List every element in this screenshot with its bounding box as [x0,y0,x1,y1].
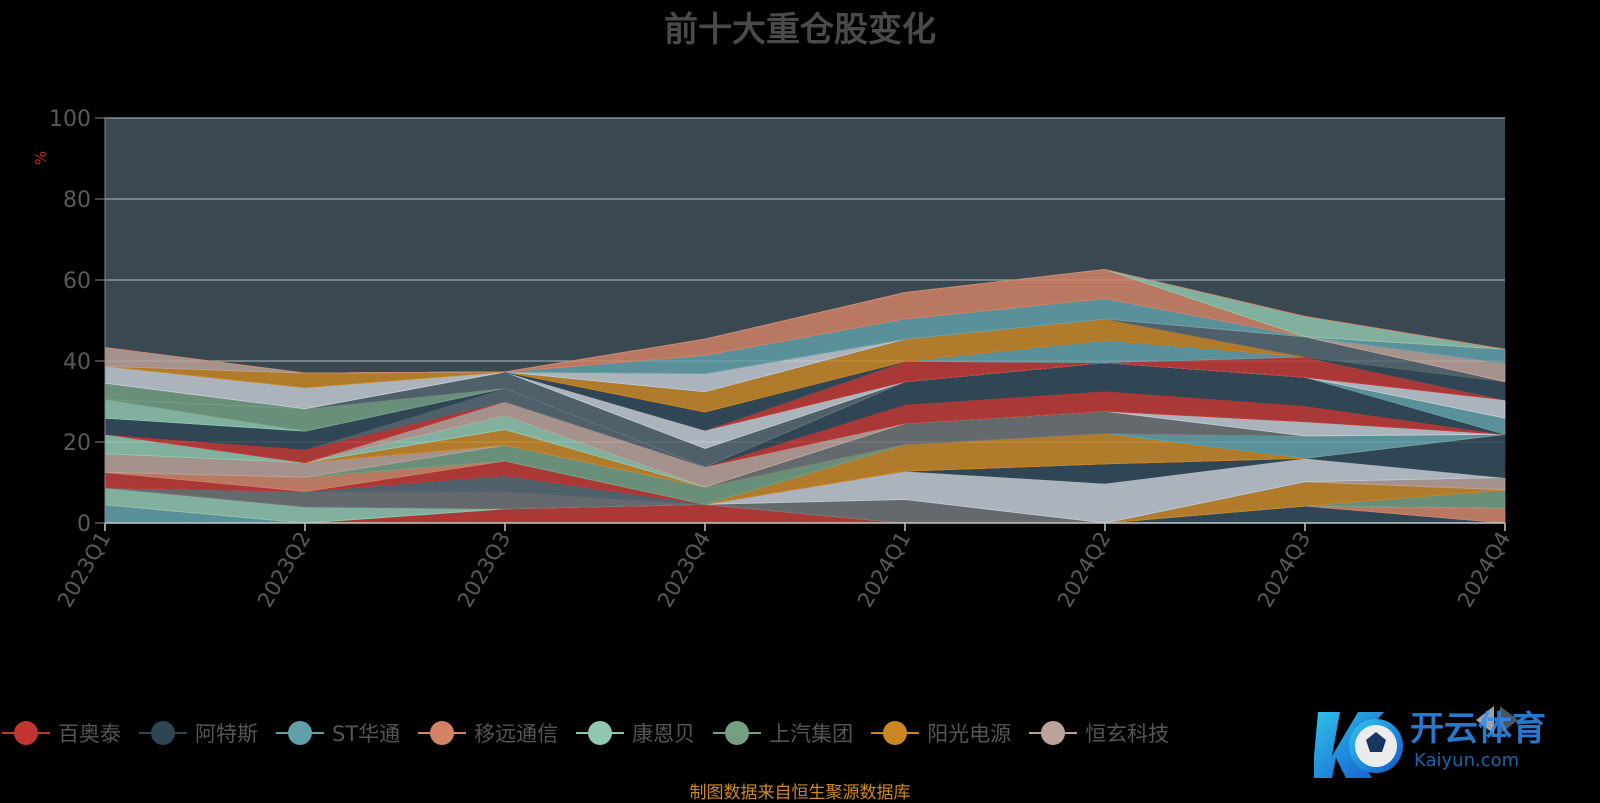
legend-swatch [713,721,762,745]
legend-label: 恒玄科技 [1085,722,1170,746]
legend-swatch [139,721,187,745]
series-areas [104,269,1506,524]
legend-item[interactable]: 康恩贝 [576,718,695,748]
brand-watermark: 开云体育 Kaiyun.com [1314,709,1546,778]
y-axis-label: % [32,151,50,165]
legend-swatch [418,721,467,745]
brand-name: 开云体育 [1410,709,1546,749]
x-tick-label: 2024Q4 [1453,528,1515,612]
legend-label: 上汽集团 [769,722,854,746]
x-tick-label: 2023Q4 [653,528,715,612]
legend-item[interactable]: 百奥泰 [2,718,121,748]
legend-label: 移远通信 [474,722,559,746]
legend-swatch [2,721,50,745]
legend-label: 阳光电源 [927,722,1012,746]
legend-swatch [1029,721,1078,745]
legend-item[interactable]: ST华通 [276,718,400,748]
legend-pager [1476,706,1518,734]
source-note: 制图数据来自恒生聚源数据库 [689,783,911,803]
y-tick-label: 40 [63,350,91,375]
y-tick-label: 100 [49,107,91,132]
brand-logo-icon [1314,712,1403,778]
legend-item[interactable]: 阿特斯 [139,718,258,748]
series-area-45 [104,269,1506,374]
x-tick-label: 2023Q3 [453,528,515,612]
y-axis-ticks: 0 20 40 60 80 100 [49,107,105,537]
legend-label: ST华通 [332,722,401,746]
y-tick-label: 80 [63,188,91,213]
legend-label: 百奥泰 [58,722,121,746]
legend-item[interactable]: 移远通信 [418,718,558,748]
y-tick-label: 0 [77,512,91,537]
legend-item[interactable]: 阳光电源 [871,718,1011,748]
legend-label: 阿特斯 [195,722,258,746]
x-tick-label: 2024Q2 [1053,528,1115,612]
x-tick-label: 2024Q3 [1253,528,1315,612]
legend: 百奥泰 阿特斯 ST华通 移远通信 康恩贝 上汽集团 阳光电源 恒玄科技 [0,718,1600,748]
x-tick-label: 2023Q2 [253,528,315,612]
y-tick-label: 20 [63,431,91,456]
x-tick-label: 2023Q1 [53,528,115,612]
x-axis-ticks: 2023Q1 2023Q2 2023Q3 2023Q4 2024Q1 2024Q2 2024… [53,523,1515,612]
x-tick-label: 2024Q1 [853,528,915,612]
y-tick-label: 60 [63,269,91,294]
legend-swatch [576,721,625,745]
chart-title: 前十大重仓股变化 [664,10,936,50]
legend-item[interactable]: 上汽集团 [713,718,853,748]
legend-prev-arrow-icon[interactable] [1476,706,1494,734]
legend-swatch [276,721,324,745]
legend-label: 康恩贝 [632,722,696,746]
legend-next-arrow-icon[interactable] [1500,706,1518,734]
brand-domain: Kaiyun.com [1414,750,1519,771]
legend-swatch [871,721,920,745]
legend-item[interactable]: 恒玄科技 [1029,718,1169,748]
